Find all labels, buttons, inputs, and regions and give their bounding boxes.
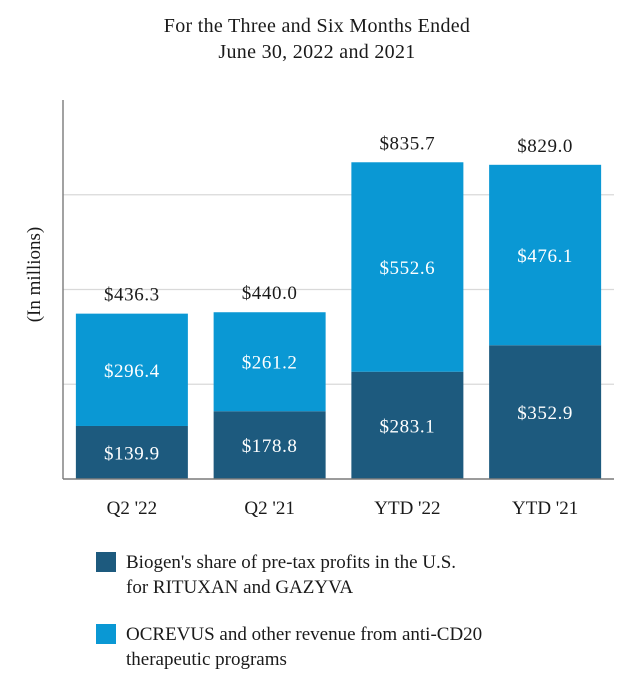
- x-tick-label-1: Q2 '22: [107, 498, 157, 519]
- bar-biogen-share-1: [75, 425, 188, 479]
- total-label-2: $440.0: [242, 283, 298, 304]
- bar-biogen-share-4: [489, 345, 602, 479]
- data-label-biogen-share-4: $352.9: [517, 403, 573, 424]
- bar-ocrevus-revenue-2: [213, 312, 326, 412]
- legend-label-biogen-share-line-1: Biogen's share of pre-tax profits in the…: [126, 552, 457, 573]
- legend-label-ocrevus-revenue-line-1: OCREVUS and other revenue from anti-CD20: [126, 624, 483, 645]
- legend-label-ocrevus-revenue-line-2: therapeutic programs: [126, 649, 287, 670]
- bar-ocrevus-revenue-4: [489, 164, 602, 346]
- bar-biogen-share-2: [213, 411, 326, 479]
- bar-ocrevus-revenue-3: [351, 162, 464, 372]
- x-tick-label-4: YTD '21: [512, 498, 578, 519]
- data-label-biogen-share-2: $178.8: [242, 436, 298, 457]
- legend-label-biogen-share-line-2: for RITUXAN and GAZYVA: [126, 577, 354, 598]
- data-label-ocrevus-revenue-1: $296.4: [104, 361, 160, 382]
- stacked-bar-chart: (In millions) $139.9 $296.4 $436.3 Q2 '22 $17…: [24, 100, 614, 519]
- data-label-ocrevus-revenue-2: $261.2: [242, 353, 298, 374]
- data-label-ocrevus-revenue-3: $552.6: [379, 258, 435, 279]
- total-label-1: $436.3: [104, 285, 160, 306]
- chart-title-line-1: For the Three and Six Months Ended: [163, 15, 471, 37]
- data-label-biogen-share-3: $283.1: [379, 416, 435, 437]
- x-tick-label-2: Q2 '21: [244, 498, 294, 519]
- bar-ocrevus-revenue-1: [75, 313, 188, 426]
- y-axis-label: (In millions): [24, 227, 45, 323]
- data-label-biogen-share-1: $139.9: [104, 443, 160, 464]
- legend-swatch-ocrevus-revenue: [96, 624, 116, 644]
- legend-swatch-biogen-share: [96, 552, 116, 572]
- chart-title-line-2: June 30, 2022 and 2021: [218, 41, 416, 63]
- total-label-4: $829.0: [517, 136, 573, 157]
- bar-biogen-share-3: [351, 371, 464, 479]
- total-label-3: $835.7: [379, 133, 435, 154]
- x-tick-label-3: YTD '22: [374, 498, 440, 519]
- data-label-ocrevus-revenue-4: $476.1: [517, 246, 573, 267]
